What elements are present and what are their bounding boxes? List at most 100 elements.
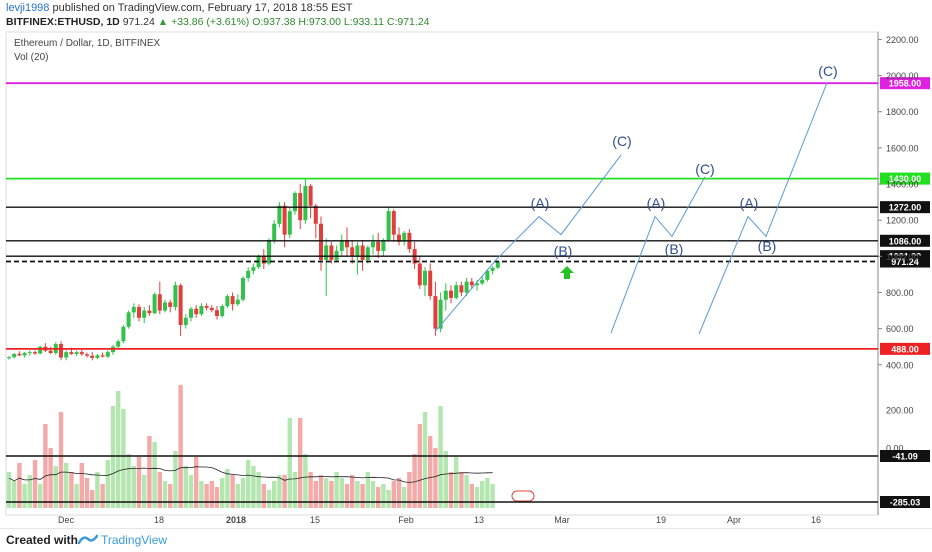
volume-bar xyxy=(329,481,334,508)
price-tick-label: 1600.00 xyxy=(886,143,919,153)
volume-bar xyxy=(225,469,230,508)
volume-bar xyxy=(308,472,313,508)
volume-bar xyxy=(355,481,360,508)
volume-bar xyxy=(64,463,69,508)
volume-bar xyxy=(381,484,386,508)
candle-body xyxy=(235,299,240,305)
candle-body xyxy=(85,354,89,356)
volume-bar xyxy=(344,484,350,508)
volume-bar xyxy=(131,466,136,508)
price-change: +33.86 (+3.61%) xyxy=(171,16,250,28)
volume-bar xyxy=(214,487,220,508)
volume-bar xyxy=(469,484,474,508)
candle-body xyxy=(48,350,53,354)
volume-bar xyxy=(105,460,110,508)
volume-tick-label: 0.00 xyxy=(886,444,904,454)
candle-body xyxy=(126,312,131,327)
volume-bar xyxy=(370,481,376,508)
volume-bar xyxy=(74,484,79,508)
candle-body xyxy=(105,352,110,357)
candle-body xyxy=(464,281,469,293)
volume-bar xyxy=(95,472,100,508)
tradingview-brand[interactable]: TradingView xyxy=(101,533,168,547)
time-tick-label: Feb xyxy=(398,515,414,525)
volume-bar xyxy=(136,457,142,508)
volume-bar xyxy=(48,448,53,508)
candle-body xyxy=(293,193,297,212)
volume-bar xyxy=(324,478,329,508)
volume-bar xyxy=(204,484,209,508)
candle-body xyxy=(194,308,199,315)
level-label: 1958.00 xyxy=(889,79,922,89)
candle-body xyxy=(428,270,433,297)
volume-bar xyxy=(261,484,266,508)
price-tick-label: 1400.00 xyxy=(886,180,919,190)
created-with-label: Created with xyxy=(6,533,79,547)
candle-body xyxy=(59,343,63,358)
volume-bar xyxy=(142,475,147,508)
candle-body xyxy=(241,278,245,300)
last-price: 971.24 xyxy=(122,16,155,28)
level-label: 1272.00 xyxy=(889,203,922,213)
candle-body xyxy=(277,205,282,224)
price-chart[interactable]: 1958.001430.001272.001086.001001.00971.2… xyxy=(0,30,932,528)
symbol-pair: BITFINEX:ETHUSD, 1D xyxy=(6,16,120,28)
up-triangle-icon: ▲ xyxy=(157,16,169,28)
price-tick-label: 1800.00 xyxy=(886,107,919,117)
candle-body xyxy=(246,270,251,279)
candle-body xyxy=(12,353,17,358)
candle-body xyxy=(199,306,204,315)
volume-bar xyxy=(220,478,225,508)
volume-bar xyxy=(318,475,324,508)
candle-body xyxy=(7,357,11,359)
author-link[interactable]: levji1998 xyxy=(6,2,50,14)
wave-label: (C) xyxy=(818,63,837,79)
time-tick-label: 2018 xyxy=(226,515,246,525)
wave-path xyxy=(610,176,706,334)
time-tick-label: 19 xyxy=(656,515,666,525)
volume-bar xyxy=(12,481,17,508)
volume-bar xyxy=(386,490,391,508)
volume-bar xyxy=(396,478,402,508)
wave-label: (A) xyxy=(740,195,759,211)
level-label-box xyxy=(880,342,930,355)
volume-bar xyxy=(147,436,152,508)
volume-bar xyxy=(90,490,95,508)
level-label: 1430.00 xyxy=(889,174,922,184)
volume-bar xyxy=(402,487,407,508)
volume-bar xyxy=(282,475,287,508)
volume-bar xyxy=(490,484,495,508)
volume-bar xyxy=(303,454,308,508)
tradingview-logo-icon[interactable] xyxy=(77,533,99,552)
candle-body xyxy=(22,353,27,356)
price-tick-label: 1000.00 xyxy=(886,252,919,262)
candle-body xyxy=(376,241,381,251)
candle-body xyxy=(485,270,490,280)
volume-bar xyxy=(485,478,490,508)
candle-body xyxy=(38,346,43,354)
time-tick-label: Mar xyxy=(554,515,570,525)
candle-body xyxy=(345,240,349,248)
volume-bar xyxy=(188,475,194,508)
wave-projection-lines: (A) (B) (C) (A) (B) (C) (A) (B) (C) xyxy=(434,63,838,502)
candle-body xyxy=(303,185,308,221)
volume-bar xyxy=(448,472,454,508)
volume-bar xyxy=(350,475,355,508)
volume-level-label: -285.03 xyxy=(890,498,921,508)
candle-body xyxy=(417,263,422,286)
price-tick-label: 1200.00 xyxy=(886,216,919,226)
volume-bar xyxy=(230,475,235,508)
wave-label: (B) xyxy=(665,241,684,257)
level-label-box xyxy=(880,255,930,268)
volume-bar xyxy=(339,478,344,508)
price-axis: 2200.00 2000.00 1800.00 1600.00 1400.00 1200.… xyxy=(6,35,930,508)
candlestick-series xyxy=(7,178,500,361)
candle-body xyxy=(355,245,360,257)
candle-body xyxy=(225,296,230,307)
volume-bar xyxy=(32,460,38,508)
candle-body xyxy=(402,232,407,242)
volume-bar xyxy=(79,463,84,508)
volume-bar xyxy=(178,385,183,508)
candle-body xyxy=(449,290,453,298)
volume-bar xyxy=(438,406,443,508)
